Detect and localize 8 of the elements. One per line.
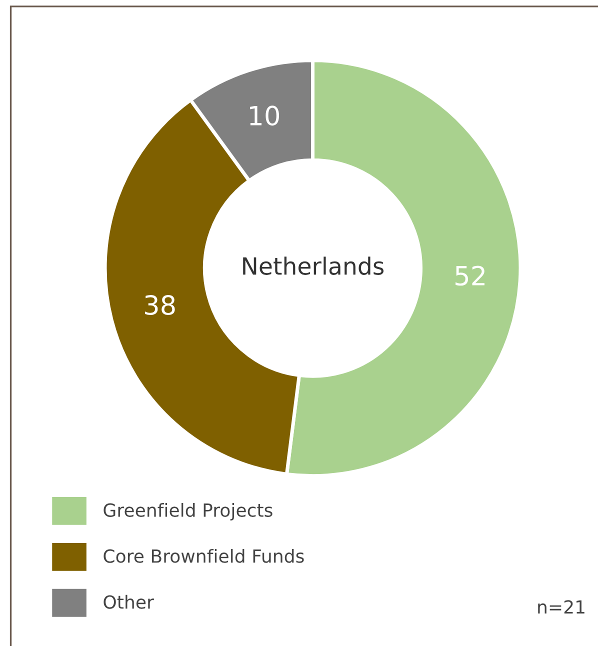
legend-label: Other [104, 594, 154, 609]
legend-label: Greenfield Projects [104, 502, 272, 520]
data-label: 10 [250, 106, 280, 126]
text: n=21 [538, 600, 584, 614]
data-label: 52 [456, 266, 484, 286]
legend-label: Core Brownfield Funds [104, 548, 304, 563]
data-label: 38 [145, 295, 175, 316]
text: Netherlands [243, 256, 384, 275]
